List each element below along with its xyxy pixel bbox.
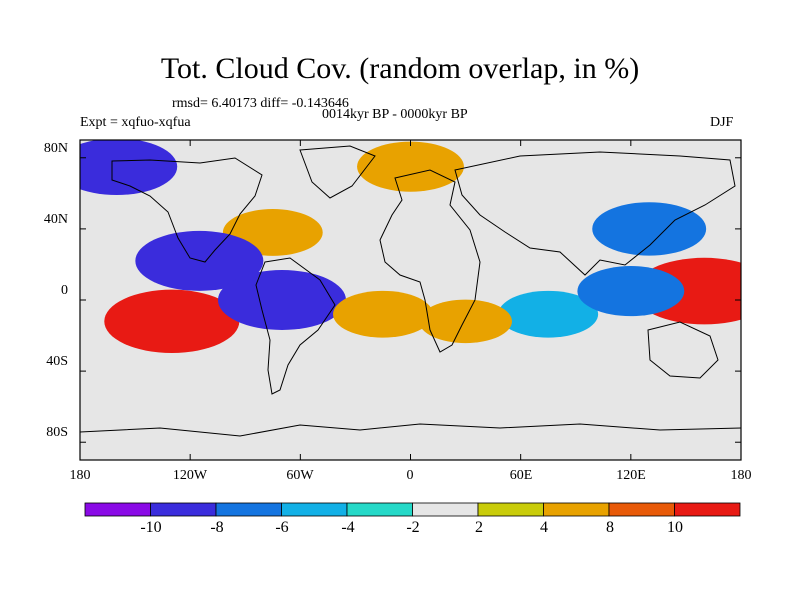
plot-title: Tot. Cloud Cov. (random overlap, in %) (160, 52, 640, 85)
antarctica-coastline (80, 423, 741, 437)
anomaly-region (80, 140, 178, 196)
lon-tick-label: 120E (616, 468, 646, 483)
colorbar-segment (477, 502, 544, 517)
colorbar-segment (281, 502, 348, 517)
colorbar-segment (674, 502, 741, 517)
colorbar-label: -10 (140, 519, 162, 536)
lon-tick-label: 180 (730, 468, 752, 483)
lat-tick-label: 40S (46, 354, 68, 369)
anomaly-region (498, 290, 599, 338)
north-america-coastline (111, 157, 263, 263)
lat-tick-label: 0 (61, 283, 68, 298)
colorbar-segment (412, 502, 479, 517)
colorbar-segment (215, 502, 282, 517)
colorbar-segment (150, 502, 217, 517)
anomaly-region (419, 299, 512, 344)
lon-tick-label: 120W (172, 468, 208, 483)
lon-tick-label: 180 (69, 468, 91, 483)
season-label: DJF (710, 115, 734, 130)
anomaly-region (333, 290, 433, 338)
anomaly-region (217, 270, 346, 330)
anomaly-region (104, 289, 240, 353)
colorbar-segment (84, 502, 151, 517)
colorbar-label: 10 (667, 519, 683, 536)
lon-tick-label: 60E (509, 468, 533, 483)
colorbar-segment (608, 502, 675, 517)
asia-coastline (454, 151, 736, 276)
experiment-label: Expt = xqfuo-xqfua (80, 115, 191, 130)
colorbar-label: -4 (341, 519, 355, 536)
colorbar-label: -6 (275, 519, 289, 536)
greenland-coastline (299, 145, 376, 199)
colorbar-segment (543, 502, 610, 517)
anomaly-region (577, 266, 685, 317)
anomaly-region (592, 202, 707, 256)
south-america-coastline (255, 257, 336, 395)
anomaly-region (357, 141, 464, 192)
lat-tick-label: 80N (43, 141, 68, 156)
colorbar-label: 2 (475, 519, 483, 536)
lat-tick-label: 40N (43, 212, 68, 227)
colorbar-label: 8 (606, 519, 614, 536)
lon-tick-label: 60W (286, 468, 314, 483)
colorbar-label: 4 (540, 519, 548, 536)
colorbar-label: -2 (406, 519, 420, 536)
europe-africa-coastline (379, 169, 481, 353)
time-period-label: 0014kyr BP - 0000kyr BP (322, 107, 468, 122)
australia-coastline (647, 321, 719, 379)
rmsd-diff-stats: rmsd= 6.40173 diff= -0.143646 (172, 96, 349, 111)
lat-tick-label: 80S (46, 425, 68, 440)
colorbar-segment (346, 502, 413, 517)
lon-tick-label: 0 (406, 468, 414, 483)
colorbar-label: -8 (210, 519, 224, 536)
